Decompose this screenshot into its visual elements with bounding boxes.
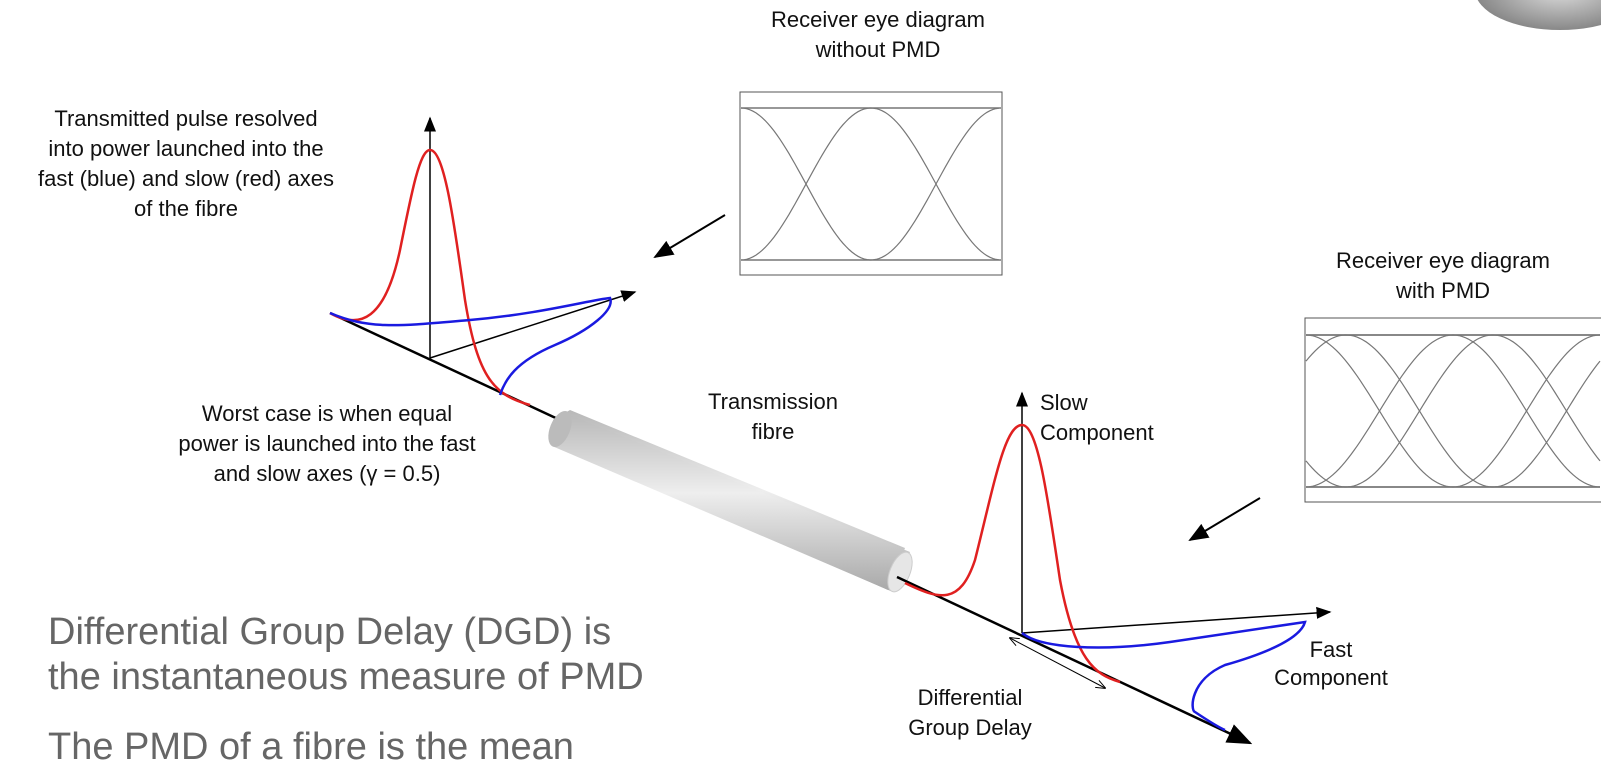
note: fast (blue) and slow (red) axes <box>38 166 334 191</box>
body-text: The PMD of a fibre is the mean <box>48 726 574 761</box>
pointer-arrow <box>653 214 726 259</box>
pointer-arrow <box>1188 497 1261 542</box>
note: Transmitted pulse resolved <box>54 106 317 131</box>
transmission-fibre <box>548 410 913 593</box>
eye-trace <box>1305 334 1601 488</box>
fast-pulse <box>1021 620 1307 732</box>
dgd-label: Differential <box>918 685 1023 710</box>
fast-label: Component <box>1274 665 1388 690</box>
note: power is launched into the fast <box>178 431 475 456</box>
eye-title: Receiver eye diagram <box>771 7 985 32</box>
body-text: Differential Group Delay (DGD) is <box>48 611 611 653</box>
fast-label: Fast <box>1310 637 1353 662</box>
fast-pulse <box>329 296 612 396</box>
eye-title: without PMD <box>815 37 941 62</box>
eye-title: Receiver eye diagram <box>1336 248 1550 273</box>
eye-diagram-with-pmd <box>1304 317 1601 503</box>
dgd-label: Group Delay <box>908 715 1032 740</box>
note: Worst case is when equal <box>202 401 452 426</box>
eye-title: with PMD <box>1395 278 1490 303</box>
dgd-arrow <box>1010 638 1105 688</box>
decor-sphere <box>1477 0 1601 30</box>
note: into power launched into the <box>48 136 323 161</box>
slow-pulse <box>904 423 1121 684</box>
body-text: the instantaneous measure of PMD <box>48 656 644 698</box>
fast-axis <box>429 290 637 359</box>
fibre-label: fibre <box>752 419 795 444</box>
slow-label: Slow <box>1040 390 1088 415</box>
slow-pulse <box>329 148 531 407</box>
slow-label: Component <box>1040 420 1154 445</box>
note: and slow axes (γ = 0.5) <box>214 461 441 486</box>
eye-trace <box>1305 334 1601 488</box>
fibre-label: Transmission <box>708 389 838 414</box>
eye-diagram-without-pmd <box>739 91 1003 276</box>
note: of the fibre <box>134 196 238 221</box>
